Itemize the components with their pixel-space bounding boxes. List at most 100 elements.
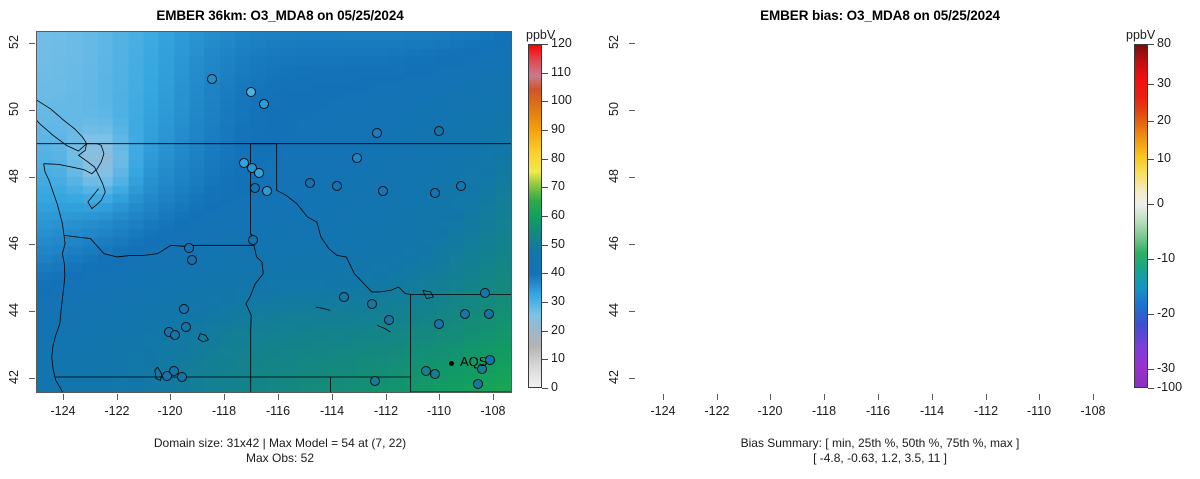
x-axis-tick-label: -124 [650, 404, 676, 418]
observation-station-marker [162, 370, 173, 381]
colorbar-tick [542, 359, 548, 360]
observation-station-marker [331, 181, 342, 192]
x-axis-tick-label: -118 [811, 404, 837, 418]
observation-station-marker [455, 181, 466, 192]
x-axis-tick [663, 394, 664, 400]
y-axis-tick [629, 378, 635, 379]
observation-station-marker [169, 365, 180, 376]
y-axis-tick [629, 43, 635, 44]
observation-station-marker [338, 291, 349, 302]
map-boundaries-model [37, 99, 511, 392]
colorbar-tick [1148, 84, 1154, 85]
map-boundary-line [250, 143, 255, 246]
observation-station-marker [485, 355, 496, 366]
observation-station-marker [459, 308, 470, 319]
map-boundary-line [43, 143, 106, 210]
caption-model-line2: Max Obs: 52 [245, 451, 315, 465]
x-axis-tick [770, 394, 771, 400]
colorbar-tick-label: 30 [1157, 76, 1171, 90]
observation-station-marker [477, 363, 488, 374]
x-axis-tick-label: -122 [704, 404, 730, 418]
x-axis-tick [117, 394, 118, 400]
observation-station-marker [304, 177, 315, 188]
colorbar-tick-label: -100 [1157, 380, 1183, 394]
colorbar-tick [542, 130, 548, 131]
x-axis-tick [493, 394, 494, 400]
colorbar-tick [1148, 204, 1154, 205]
observation-station-marker [249, 182, 260, 193]
x-axis-tick-label: -110 [1026, 404, 1052, 418]
caption-model-line1: Domain size: 31x42 | Max Model = 54 at (… [153, 436, 407, 450]
colorbar-tick-label: 20 [1157, 113, 1171, 127]
x-axis-tick [278, 394, 279, 400]
observation-station-marker [186, 254, 197, 265]
colorbar-units-bias: ppbV [1126, 28, 1156, 42]
x-axis-tick-label: -120 [757, 404, 783, 418]
x-axis-tick [63, 394, 64, 400]
observation-station-marker [177, 372, 188, 383]
x-axis-tick-label: -110 [426, 404, 452, 418]
colorbar-tick-label: 90 [551, 122, 565, 136]
colorbar-tick-label: 30 [551, 294, 565, 308]
y-axis-tick-label: 48 [607, 169, 621, 183]
observation-station-marker [259, 99, 270, 110]
colorbar-tick-label: 10 [551, 351, 565, 365]
y-axis-tick-label: 50 [607, 102, 621, 116]
observation-station-marker [239, 157, 250, 168]
colorbar-tick-label: 20 [551, 323, 565, 337]
colorbar-tick [542, 331, 548, 332]
observation-station-marker [434, 125, 445, 136]
colorbar-tick-label: 0 [1157, 196, 1164, 210]
observation-station-marker [473, 378, 484, 389]
y-axis-tick [629, 311, 635, 312]
aqs-legend-marker-model [449, 361, 454, 366]
colorbar-tick-label: 120 [551, 36, 572, 50]
x-axis-tick-label: -120 [157, 404, 183, 418]
colorbar-tick [1148, 159, 1154, 160]
x-axis-tick-label: -114 [319, 404, 345, 418]
colorbar-units-model: ppbV [526, 28, 556, 42]
map-boundary-line [250, 143, 411, 295]
y-axis-tick-label: 44 [607, 303, 621, 317]
colorbar-tick-label: 80 [551, 151, 565, 165]
x-axis-tick-label: -122 [104, 404, 130, 418]
map-boundary-line [154, 366, 162, 381]
y-axis-tick-label: 52 [607, 35, 621, 49]
aqs-legend-label-model: AQS [460, 354, 488, 369]
colorbar-tick-label: 50 [551, 237, 565, 251]
observation-station-marker [248, 234, 259, 245]
observation-station-marker [430, 187, 440, 198]
y-axis-tick-label: 46 [607, 236, 621, 250]
y-axis-tick [29, 378, 35, 379]
colorbar-tick [1148, 388, 1154, 389]
panel-title-bias: EMBER bias: O3_MDA8 on 05/25/2024 [760, 8, 1000, 23]
x-axis-tick [878, 394, 879, 400]
observation-station-marker [377, 186, 388, 197]
x-axis-tick-label: -114 [919, 404, 945, 418]
y-axis-tick [29, 177, 35, 178]
colorbar-tick [542, 245, 548, 246]
x-axis-tick-label: -124 [50, 404, 76, 418]
caption-bias-line1: Bias Summary: [ min, 25th %, 50th %, 75t… [740, 436, 1020, 450]
observation-station-marker [483, 308, 494, 319]
colorbar-tick-label: -10 [1157, 251, 1176, 265]
map-boundary-line [63, 234, 254, 258]
x-axis-tick [224, 394, 225, 400]
x-axis-tick-label: -112 [973, 404, 999, 418]
panel-model: EMBER 36km: O3_MDA8 on 05/25/2024 AQS -1… [7, 8, 572, 465]
colorbar-tick [542, 388, 548, 389]
colorbar-tick-label: -30 [1157, 361, 1176, 375]
colorbar-tick-label: 40 [551, 265, 565, 279]
observation-station-marker [247, 162, 258, 173]
observation-station-marker [430, 368, 440, 379]
panel-title-model: EMBER 36km: O3_MDA8 on 05/25/2024 [156, 8, 404, 23]
panel-bias: EMBER bias: O3_MDA8 on 05/25/2024 AQS -1… [600, 0, 1200, 479]
y-axis-tick-label: 46 [7, 236, 21, 250]
map-boundary-line [37, 99, 88, 152]
y-axis-tick [29, 244, 35, 245]
colorbar-tick-label: 70 [551, 179, 565, 193]
map-boundary-line [422, 289, 434, 300]
colorbar-tick [542, 216, 548, 217]
x-axis-tick [1039, 394, 1040, 400]
x-axis-tick-label: -118 [211, 404, 237, 418]
